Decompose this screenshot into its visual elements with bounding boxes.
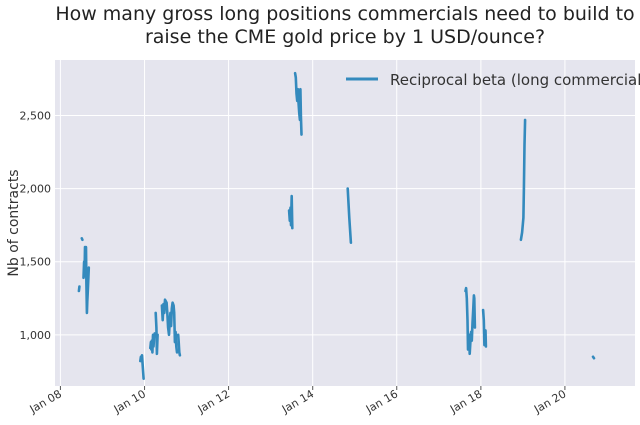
series-line-segment	[80, 237, 84, 242]
y-tick-label: 2,500	[20, 110, 52, 123]
y-tick-label: 1,000	[20, 329, 52, 342]
series-line-segment	[82, 245, 91, 315]
x-tick-label: Jan 20	[531, 387, 568, 416]
x-axis-ticks: Jan 08 Jan 10 Jan 12 Jan 14 Jan 16 Jan 18 Jan …	[27, 386, 568, 416]
series-line-segment	[154, 311, 159, 356]
x-tick-label: Jan 18	[447, 387, 484, 416]
x-tick-label: Jan 14	[279, 387, 316, 416]
y-tick-label: 1,500	[20, 256, 52, 269]
series-line-segment	[481, 308, 488, 348]
x-tick-label: Jan 08	[27, 387, 64, 416]
series-line-segment	[160, 298, 179, 354]
chart-title-line-1: How many gross long positions commercial…	[55, 3, 635, 25]
series-line-segment	[293, 71, 303, 136]
series-line-segment	[149, 332, 156, 354]
series-line-segment	[77, 285, 81, 293]
series-line-segment	[519, 118, 527, 242]
plot-area	[55, 60, 635, 386]
series-line-segment	[287, 194, 294, 230]
x-tick-label: Jan 10	[111, 387, 148, 416]
x-tick-label: Jan 16	[363, 387, 400, 416]
legend-label: Reciprocal beta (long commercial)	[390, 71, 640, 89]
y-axis-label: Nb of contracts	[6, 169, 22, 276]
chart-title: How many gross long positions commercial…	[0, 3, 640, 49]
series-line-segment	[139, 353, 145, 381]
grid-lines	[55, 60, 635, 386]
series-line-segment	[591, 355, 596, 360]
legend: Reciprocal beta (long commercial)	[346, 71, 640, 89]
series-line-segment	[346, 187, 353, 244]
y-axis-ticks: 1,000 1,500 2,000 2,500	[20, 110, 52, 342]
y-tick-label: 2,000	[20, 183, 52, 196]
series-line-segment	[464, 286, 477, 356]
series-lines	[77, 71, 596, 381]
x-tick-label: Jan 12	[195, 387, 232, 416]
chart-title-line-2: raise the CME gold price by 1 USD/ounce?	[144, 26, 546, 48]
series-line-segment	[176, 333, 182, 357]
